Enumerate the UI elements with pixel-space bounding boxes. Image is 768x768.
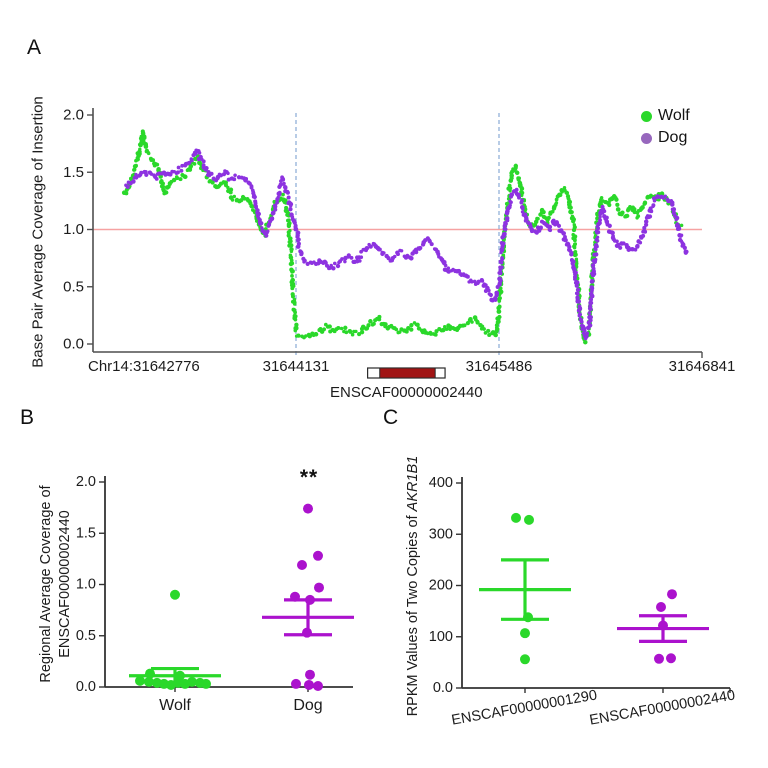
- panel-b-y-axis-title-line2: ENSCAF00000002440: [57, 510, 73, 658]
- panel-b-data-point: [313, 680, 323, 691]
- panel-b-data-point: [201, 678, 211, 689]
- panel-b-y-tick-label: 1.5: [76, 525, 96, 541]
- panel-b-data-point: [302, 627, 312, 638]
- panel-c-data-point: [666, 653, 676, 664]
- panel-c-y-tick-label: 100: [429, 629, 453, 645]
- dog-legend-dot-icon: [641, 132, 652, 144]
- panel-b-data-point: [187, 676, 197, 687]
- panel-b-data-point: [305, 669, 315, 680]
- panel-a-y-tick-label: 1.5: [63, 164, 84, 181]
- panel-c-data-point: [654, 653, 664, 664]
- panel-b-data-point: [290, 591, 300, 602]
- panel-b-data-point: [145, 668, 155, 679]
- panel-c-x-category-label: ENSCAF00000001290: [450, 687, 598, 728]
- panel-b-data-point: [313, 550, 323, 561]
- panel-b-y-tick-label: 0.0: [76, 679, 96, 695]
- panel-b-y-axis-title: Regional Average Coverage of ENSCAF00000…: [37, 485, 75, 682]
- panel-c-data-point: [520, 654, 530, 665]
- legend-item-dog: Dog: [641, 127, 690, 149]
- panel-b-y-tick-label: 0.5: [76, 628, 96, 644]
- panel-b-y-axis-title-line1: Regional Average Coverage of: [38, 485, 54, 683]
- panel-b-data-point: [303, 503, 313, 514]
- panel-b-y-tick-label: 1.0: [76, 577, 96, 593]
- panel-b-data-point: [170, 589, 180, 600]
- panel-a-y-tick-label: 0.0: [63, 336, 84, 353]
- panel-a-x-tick-label: 31644131: [263, 358, 330, 375]
- panel-c-letter: C: [383, 406, 399, 429]
- panel-c-y-axis-title-text: RPKM Values of Two Copies of: [405, 511, 421, 717]
- gene-label: ENSCAF00000002440: [330, 384, 483, 401]
- gene-cds-box: [379, 367, 436, 379]
- trace-dog: [124, 148, 689, 341]
- panel-b-data-point: [135, 675, 145, 686]
- panel-a-letter: A: [27, 36, 42, 59]
- panel-a-y-tick-label: 2.0: [63, 107, 84, 124]
- panel-b-x-category-label: Dog: [293, 697, 322, 714]
- panel-c-data-point: [656, 602, 666, 613]
- panel-a-y-tick-label: 1.0: [63, 221, 84, 238]
- panel-b-data-point: [305, 594, 315, 605]
- panel-a-y-tick-label: 0.5: [63, 278, 84, 295]
- panel-a-x-tick-label: 31645486: [466, 358, 533, 375]
- panel-a-x-tick-label: 31646841: [669, 358, 736, 375]
- panel-c-y-axis-title-gene: AKR1B1: [405, 455, 421, 512]
- panel-c-data-point: [520, 628, 530, 639]
- panel-b-data-point: [304, 679, 314, 690]
- panel-c-data-point: [667, 589, 677, 600]
- panel-c-y-tick-label: 200: [429, 578, 453, 594]
- panel-c-data-point: [524, 514, 534, 525]
- panel-c-y-tick-label: 300: [429, 526, 453, 542]
- panel-c-x-category-label: ENSCAF00000002440: [588, 687, 736, 728]
- panel-b-letter: B: [20, 406, 35, 429]
- panel-c-data-point: [658, 620, 668, 631]
- panel-c-data-point: [511, 512, 521, 523]
- legend-item-wolf: Wolf: [641, 105, 690, 127]
- legend-label-wolf: Wolf: [658, 107, 690, 124]
- panel-b-y-tick-label: 2.0: [76, 474, 96, 490]
- panel-b-data-point: [314, 582, 324, 593]
- panel-c-y-tick-label: 400: [429, 475, 453, 491]
- panel-a-x-tick-label: Chr14:31642776: [88, 358, 200, 375]
- panel-b-x-category-label: Wolf: [159, 697, 191, 714]
- panel-c-data-point: [523, 612, 533, 623]
- panel-c-y-axis-title: RPKM Values of Two Copies of AKR1B1: [405, 456, 421, 717]
- legend: Wolf Dog: [641, 105, 690, 149]
- panel-b-data-point: [297, 560, 307, 571]
- panel-a-y-axis-title: Base Pair Average Coverage of Insertion: [29, 96, 47, 368]
- significance-stars: **: [299, 466, 319, 489]
- panel-b-data-point: [291, 678, 301, 689]
- legend-label-dog: Dog: [658, 129, 688, 146]
- wolf-legend-dot-icon: [641, 110, 652, 122]
- panel-b-data-point: [144, 676, 154, 687]
- panel-c-y-tick-label: 0.0: [433, 680, 453, 696]
